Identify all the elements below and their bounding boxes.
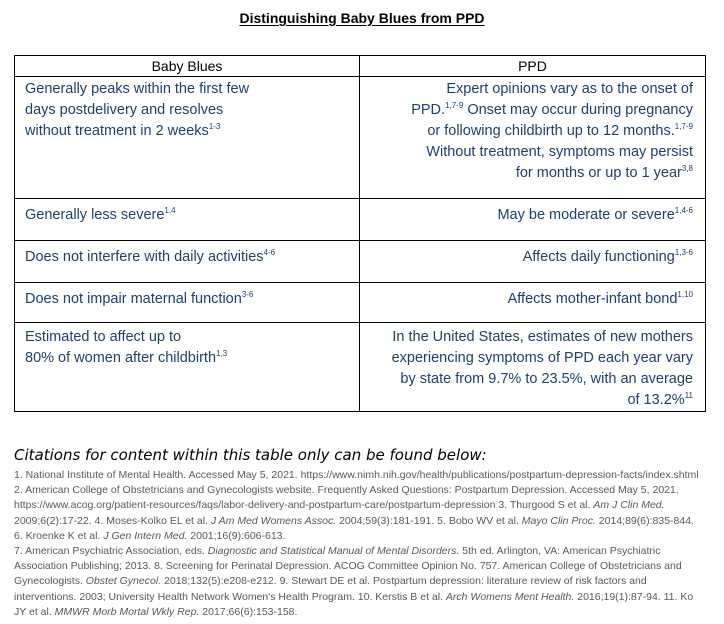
reference-text: 2016;19(1):87-94. 11. Ko JY et al. (14, 590, 694, 618)
column-header-baby-blues: Baby Blues (14, 55, 360, 77)
reference-text: 2004;59(3):181-191. 5. Bobo WV et al. (336, 514, 522, 527)
cell-text: Expert opinions vary as to the onset of (446, 81, 693, 97)
cell-text: Estimated to affect up to (25, 329, 182, 345)
cell-text: experiencing symptoms of PPD each year v… (391, 350, 693, 366)
citation-superscript: 1,4 (164, 206, 176, 215)
citation-superscript: 3-6 (241, 290, 254, 299)
citation-superscript: 1,7-9 (445, 101, 464, 110)
cell-text: by state from 9.7% to 23.5%, with an ave… (400, 371, 693, 387)
cell-text: In the United States, estimates of new m… (392, 329, 693, 345)
cell-text: days postdelivery and resolves (25, 102, 224, 118)
cell-text: Does not interfere with daily activities (25, 249, 264, 265)
references: 1. National Institute of Mental Health. … (14, 468, 704, 620)
column-header-ppd: PPD (359, 55, 706, 77)
cell-baby-blues-onset: Generally peaks within the first few day… (14, 76, 360, 199)
cell-text: Without treatment, symptoms may persist (426, 144, 693, 160)
cell-baby-blues-maternal: Does not impair maternal function3-6 (14, 282, 360, 323)
table-row-severity: Generally less severe1,4 May be moderate… (14, 198, 706, 241)
cell-text: May be moderate or severe (497, 207, 675, 223)
table-row-daily-activities: Does not interfere with daily activities… (14, 240, 706, 283)
table-header-row: Baby Blues PPD (14, 55, 706, 77)
citation-superscript: 1,3 (216, 349, 228, 358)
table-row-prevalence: Estimated to affect up to 80% of women a… (14, 322, 706, 412)
reference-text: 7. American Psychiatric Association, eds… (14, 545, 208, 558)
reference-text: 1. National Institute of Mental Health. … (14, 469, 699, 512)
cell-text: Generally peaks within the first few (25, 81, 250, 97)
reference-text: 2018;132(5):e208-e212. 9. Stewart DE et … (14, 575, 647, 603)
journal-title: Arch Womens Ment Health. (445, 590, 575, 603)
cell-text: for months or up to 1 year (515, 165, 682, 181)
cell-text: PPD. (411, 102, 446, 118)
citation-superscript: 1,4-6 (674, 206, 693, 215)
citation-superscript: 4-6 (263, 248, 276, 257)
cell-text: or following childbirth up to 12 months. (427, 123, 675, 139)
reference-text: 5th ed. Arlington, VA: American Psychiat… (14, 545, 682, 588)
journal-title: Mayo Clin Proc. (521, 514, 596, 527)
journal-title: Am J Clin Med. (593, 499, 665, 512)
cell-baby-blues-severity: Generally less severe1,4 (14, 198, 360, 241)
reference-text: 2009;6(2):17-22. 4. Moses-Kolko EL et al… (14, 514, 211, 527)
cell-ppd-prevalence: In the United States, estimates of new m… (359, 322, 706, 412)
cell-baby-blues-prevalence: Estimated to affect up to 80% of women a… (14, 322, 360, 412)
journal-title: J Am Med Womens Assoc. (210, 514, 337, 527)
book-title: Diagnostic and Statistical Manual of Men… (207, 545, 460, 558)
references-paragraph-1: 1. National Institute of Mental Health. … (14, 468, 704, 544)
comparison-table: Baby Blues PPD Generally peaks within th… (14, 55, 706, 412)
cell-text: Affects mother-infant bond (507, 291, 678, 307)
citation-superscript: 1,3-6 (674, 248, 693, 257)
cell-ppd-onset: Expert opinions vary as to the onset of … (359, 76, 706, 199)
cell-text: 80% of women after childbirth (25, 350, 217, 366)
cell-text: Does not impair maternal function (25, 291, 242, 307)
reference-text: 2014;89(6):835-844. 6. Kroenke K et al. (14, 514, 694, 542)
cell-baby-blues-activities: Does not interfere with daily activities… (14, 240, 360, 283)
citation-superscript: 1-3 (208, 122, 221, 131)
cell-text: without treatment in 2 weeks (25, 123, 209, 139)
reference-text: 2017;66(6):153-158. (199, 605, 298, 618)
table-row-maternal-function: Does not impair maternal function3-6 Aff… (14, 282, 706, 323)
journal-title: MMWR Morb Mortal Wkly Rep. (54, 605, 200, 618)
citations-heading: Citations for content within this table … (14, 446, 487, 464)
citation-superscript: 1,7-9 (674, 122, 693, 131)
cell-ppd-bond: Affects mother-infant bond1,10 (359, 282, 706, 323)
references-paragraph-2: 7. American Psychiatric Association, eds… (14, 544, 704, 620)
table-row-onset: Generally peaks within the first few day… (14, 76, 706, 199)
cell-ppd-severity: May be moderate or severe1,4-6 (359, 198, 706, 241)
citation-superscript: 11 (684, 391, 693, 400)
page-title: Distinguishing Baby Blues from PPD (239, 10, 485, 26)
cell-text: Generally less severe (25, 207, 165, 223)
reference-text: 2001;16(9):606-613. (187, 529, 286, 542)
citation-superscript: 1,10 (677, 290, 693, 299)
cell-ppd-functioning: Affects daily functioning1,3-6 (359, 240, 706, 283)
cell-text: Affects daily functioning (522, 249, 675, 265)
journal-title: Obstet Gynecol. (85, 575, 162, 588)
cell-text: of 13.2% (627, 392, 685, 408)
cell-text: Onset may occur during pregnancy (467, 102, 693, 118)
citation-superscript: 3,8 (681, 164, 693, 173)
journal-title: J Gen Intern Med. (103, 529, 188, 542)
